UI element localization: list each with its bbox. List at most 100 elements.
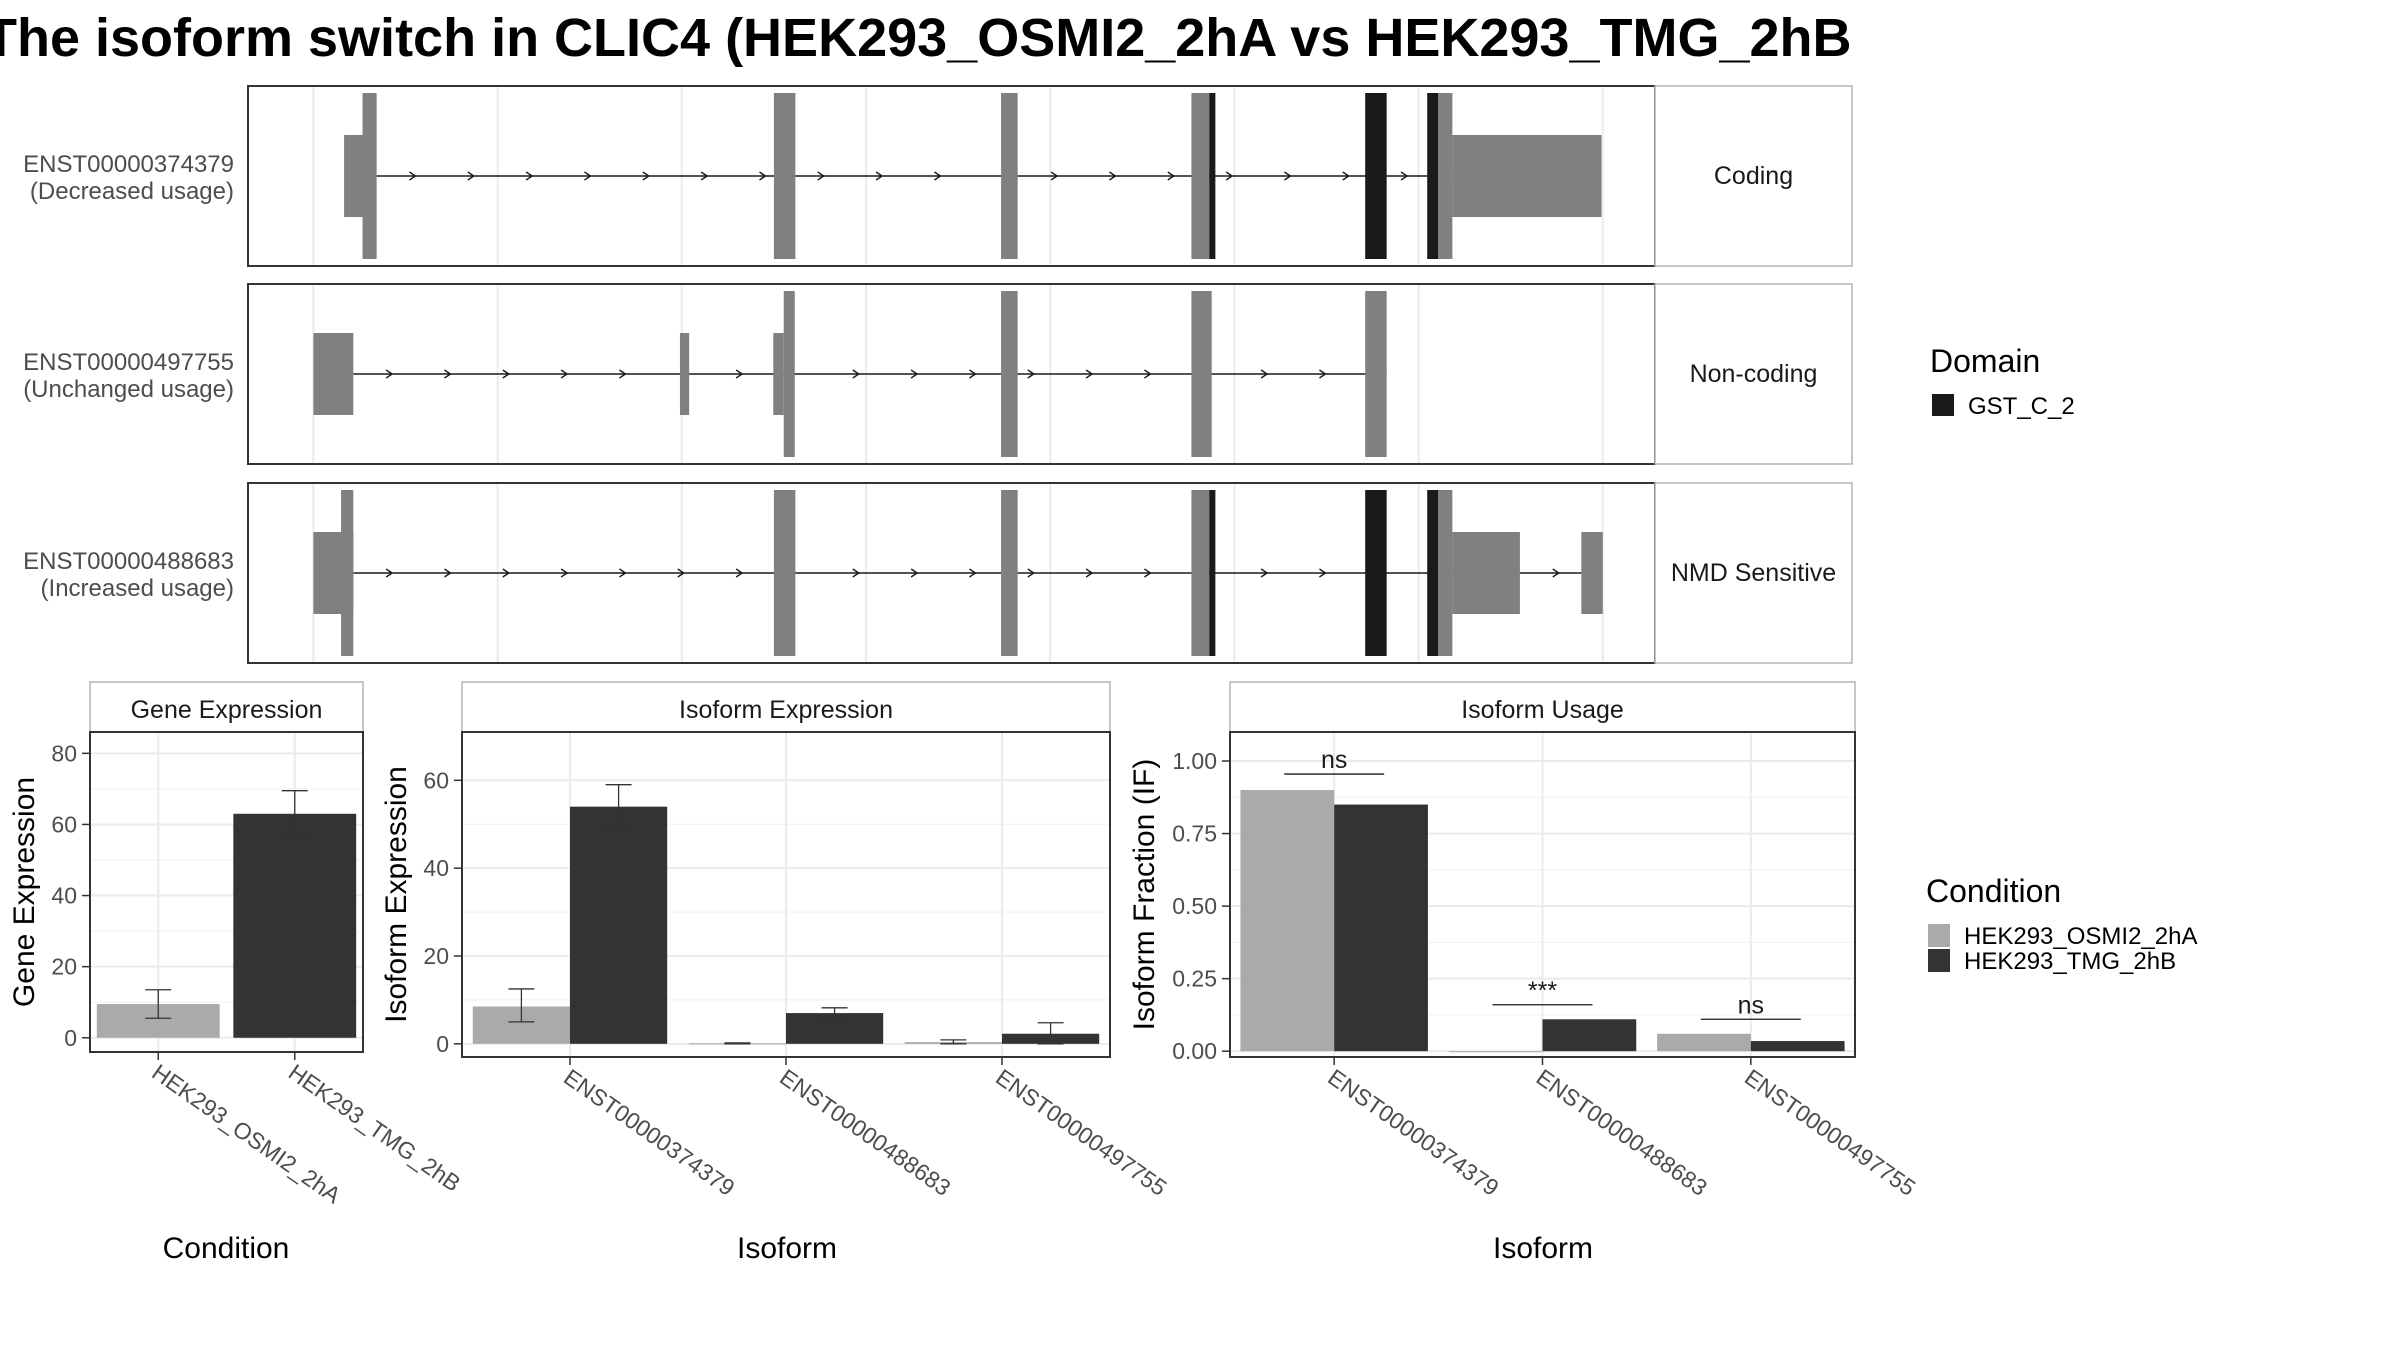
x-axis-title: Condition [163,1232,290,1265]
y-tick-label: 0 [64,1025,77,1051]
intron-arrow [525,171,534,181]
x-axis-title: Isoform [737,1232,837,1265]
exon-block [773,333,784,415]
y-tick-label: 60 [423,767,449,793]
bar [1334,804,1428,1052]
intron-arrow [619,369,627,379]
category-strip [1654,482,1853,664]
domain-legend-label: GST_C_2 [1968,393,2075,420]
exon-block [341,490,354,656]
exon-block [1001,490,1018,656]
y-axis-title: Gene Expression [8,777,41,1007]
panel-strip [461,681,1111,733]
intron-arrow [1027,568,1036,578]
intron-arrow [642,171,651,181]
exon-block [1365,291,1387,457]
intron-arrow [619,568,627,578]
category-strip [1654,85,1853,267]
domain-block [1209,490,1216,656]
exon-block [679,333,690,415]
exon-block [1001,93,1018,259]
transcript-usage: (Decreased usage) [30,178,234,205]
exon-block [1452,135,1602,217]
condition-legend-label: HEK293_TMG_2hB [1964,948,2176,975]
y-tick-label: 0.75 [1172,821,1217,847]
transcript-structure-panels: Coding ENST00000374379(Decreased usage) No… [23,85,1853,664]
intron-arrow [677,568,686,578]
y-tick-label: 0.25 [1172,966,1217,992]
x-tick-label: ENST00000488683 [1532,1064,1712,1201]
intron-arrow [1144,568,1152,578]
intron-arrow [560,369,569,379]
bar [1448,1051,1543,1053]
domain-block [1365,93,1387,259]
panel-title: Gene Expression [131,696,323,724]
intron-arrow [1400,171,1409,181]
panel-title: Isoform Usage [1461,696,1624,724]
x-tick-label: ENST00000374379 [1323,1064,1503,1201]
bar [1240,790,1335,1052]
exon-block [1001,291,1018,457]
condition-legend-label: HEK293_OSMI2_2hA [1964,923,2197,950]
intron-arrow [735,369,744,379]
domain-block [1209,93,1216,259]
x-tick-label: ENST00000488683 [775,1064,955,1201]
transcript-category: Coding [1714,162,1793,190]
intron-arrow [817,171,826,181]
intron-arrow [467,171,476,181]
exon-block [1581,532,1603,614]
intron-arrow [502,568,511,578]
x-tick-label: ENST00000497755 [991,1064,1171,1201]
intron-arrow [1260,568,1269,578]
intron-arrow [1085,568,1094,578]
exon-block [344,135,363,217]
category-strip [1654,283,1853,465]
intron-arrow [1225,171,1234,181]
bar [1657,1033,1751,1052]
intron-arrow [934,171,942,181]
intron-arrow [1050,171,1059,181]
exon-block [1191,93,1210,259]
intron-arrow [1319,568,1327,578]
transcript-id: ENST00000374379 [23,151,234,178]
intron-arrow [1085,369,1094,379]
intron-arrow [1260,369,1269,379]
figure-title: The isoform switch in CLIC4 (HEK293_OSMI… [0,8,1852,68]
intron-arrow [584,171,592,181]
exon-block [1191,291,1212,457]
significance-label: ns [1321,746,1347,774]
panel-strip [1229,681,1856,733]
intron-arrow [385,568,394,578]
significance-label: *** [1528,977,1557,1005]
plot-border [89,731,364,1053]
condition-legend-title: Condition [1926,873,2061,909]
intron-arrow [969,369,977,379]
exon-block [1452,532,1520,614]
domain-legend-title: Domain [1930,343,2040,379]
intron-arrow [700,171,709,181]
y-tick-label: 80 [51,740,77,766]
domain-block [1365,490,1387,656]
panel-strip [89,681,364,733]
intron-arrow [502,369,511,379]
intron-arrow [1167,171,1176,181]
bar [1542,1019,1637,1052]
y-tick-label: 60 [51,811,77,837]
intron-arrow [910,568,919,578]
intron-arrow [1342,171,1351,181]
intron-arrow [1109,171,1117,181]
y-tick-label: 20 [423,943,449,969]
y-tick-label: 20 [51,954,77,980]
y-tick-label: 0.00 [1172,1038,1217,1064]
transcript-category: NMD Sensitive [1671,559,1836,587]
condition-legend-key [1928,949,1950,972]
x-axis-title: Isoform [1493,1232,1593,1265]
y-tick-label: 40 [51,883,77,909]
bar [1750,1041,1845,1052]
transcript-id: ENST00000497755 [23,349,234,376]
x-tick-label: ENST00000497755 [1740,1064,1920,1201]
y-tick-label: 1.00 [1172,748,1217,774]
exon-block [362,93,377,259]
expression-panels: Gene Expression020406080HEK293_OSMI2_2hA… [8,681,1920,1265]
y-axis-title: Isoform Expression [380,766,413,1023]
